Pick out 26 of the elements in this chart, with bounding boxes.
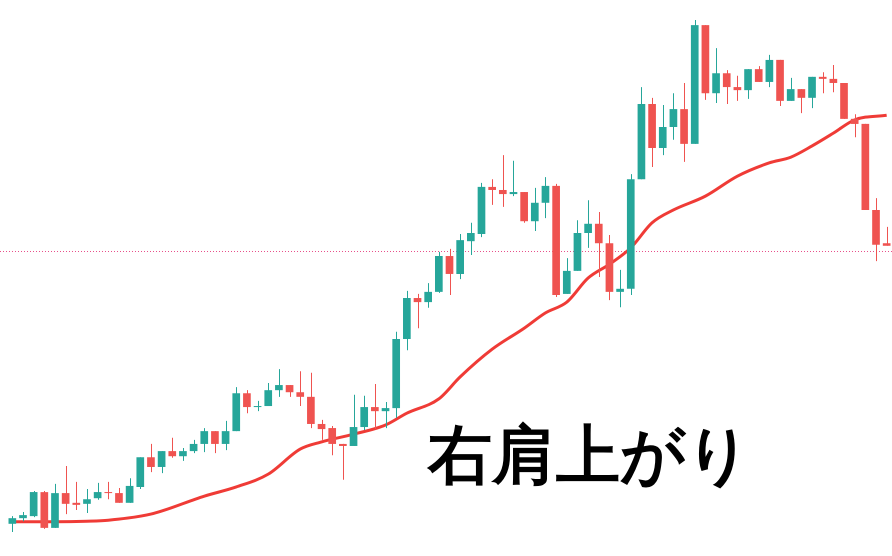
candlestick xyxy=(606,234,614,301)
candlestick xyxy=(882,226,891,246)
candlestick xyxy=(147,443,155,473)
annotation: 右肩上がり xyxy=(428,418,752,495)
candlestick xyxy=(296,370,304,407)
candlestick xyxy=(574,220,582,272)
candlestick xyxy=(670,92,678,140)
candlestick xyxy=(115,487,123,504)
candlestick xyxy=(8,516,16,532)
candlestick xyxy=(542,176,550,219)
candlestick xyxy=(83,488,91,514)
candlestick xyxy=(872,198,880,262)
candlestick xyxy=(680,82,688,162)
candlestick xyxy=(446,248,454,296)
candlestick xyxy=(222,420,230,451)
candlestick xyxy=(776,59,784,107)
candlestick xyxy=(744,68,752,100)
candlestick xyxy=(350,394,358,446)
candlestick xyxy=(840,82,848,120)
candlestick xyxy=(478,182,486,238)
candlestick xyxy=(254,400,262,412)
candlestick xyxy=(808,76,816,109)
candlestick xyxy=(712,48,720,104)
candlestick xyxy=(211,430,219,454)
candlestick xyxy=(638,86,646,180)
candlestick xyxy=(51,483,59,528)
